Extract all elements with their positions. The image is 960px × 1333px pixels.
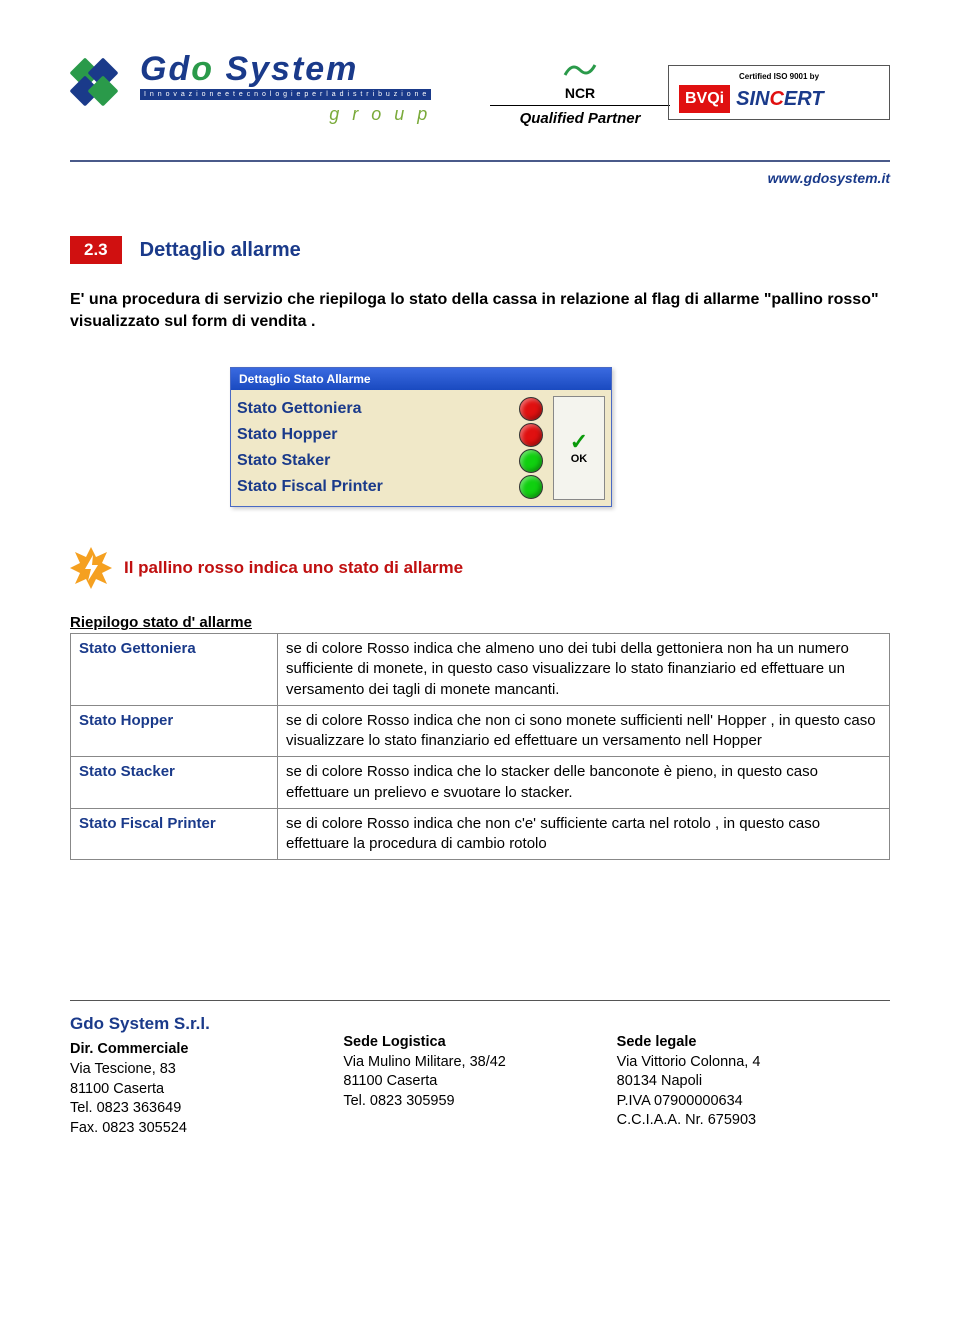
section-header: 2.3 Dettaglio allarme: [70, 236, 890, 264]
footer-col1-heading: Dir. Commerciale: [70, 1040, 343, 1060]
footer-col3-heading: Sede legale: [617, 1033, 890, 1053]
dialog-title: Dettaglio Stato Allarme: [231, 368, 611, 390]
alert-line: Il pallino rosso indica uno stato di all…: [70, 547, 890, 589]
gdo-name: Gdo System: [140, 50, 431, 89]
header-url: www.gdosystem.it: [70, 170, 890, 186]
ncr-label: NCR: [490, 85, 670, 101]
footer-line: C.C.I.A.A. Nr. 675903: [617, 1111, 890, 1131]
intro-paragraph: E' una procedura di servizio che riepilo…: [70, 289, 890, 332]
table-row: Stato Gettonierase di colore Rosso indic…: [71, 634, 890, 706]
check-icon: ✓: [570, 431, 588, 453]
table-row: Stato Hopperse di colore Rosso indica ch…: [71, 705, 890, 757]
status-label: Stato Fiscal Printer: [237, 478, 519, 496]
gdo-tagline: I n n o v a z i o n e e t e c n o l o g …: [140, 89, 431, 100]
gdo-group: g r o u p: [140, 100, 431, 125]
sincert-logo: SINCERT: [736, 88, 823, 111]
alert-text: Il pallino rosso indica uno stato di all…: [124, 558, 463, 578]
footer-line: 81100 Caserta: [343, 1072, 616, 1092]
footer-line: Tel. 0823 305959: [343, 1092, 616, 1112]
section-title: Dettaglio allarme: [140, 239, 301, 262]
footer-line: Via Tescione, 83: [70, 1060, 343, 1080]
status-row: Stato Gettoniera: [237, 396, 543, 422]
state-description: se di colore Rosso indica che lo stacker…: [278, 757, 890, 809]
gdo-mark-icon: [70, 58, 130, 118]
state-description: se di colore Rosso indica che non c'e' s…: [278, 808, 890, 860]
footer-line: Fax. 0823 305524: [70, 1119, 343, 1139]
ncr-swirl-icon: [560, 60, 600, 80]
footer-line: Via Vittorio Colonna, 4: [617, 1053, 890, 1073]
status-led-icon: [519, 449, 543, 473]
status-label: Stato Staker: [237, 452, 519, 470]
ok-button[interactable]: ✓ OK: [553, 396, 605, 500]
bvqi-logo: BVQi: [679, 85, 730, 113]
state-name: Stato Gettoniera: [71, 634, 278, 706]
footer-col2-heading: Sede Logistica: [343, 1033, 616, 1053]
footer: Gdo System S.r.l. Dir. Commerciale Via T…: [70, 1013, 890, 1138]
status-row: Stato Fiscal Printer: [237, 474, 543, 500]
footer-line: 80134 Napoli: [617, 1072, 890, 1092]
status-label: Stato Gettoniera: [237, 400, 519, 418]
state-description: se di colore Rosso indica che almeno uno…: [278, 634, 890, 706]
document-header: Gdo System I n n o v a z i o n e e t e c…: [70, 50, 890, 162]
status-row: Stato Staker: [237, 448, 543, 474]
gdo-logo: Gdo System I n n o v a z i o n e e t e c…: [70, 50, 431, 125]
states-table: Stato Gettonierase di colore Rosso indic…: [70, 633, 890, 860]
status-led-icon: [519, 475, 543, 499]
ncr-partner-block: NCR Qualified Partner: [490, 60, 670, 127]
section-number: 2.3: [70, 236, 122, 264]
state-name: Stato Fiscal Printer: [71, 808, 278, 860]
state-name: Stato Hopper: [71, 705, 278, 757]
footer-line: Tel. 0823 363649: [70, 1099, 343, 1119]
status-led-icon: [519, 397, 543, 421]
footer-rule: [70, 1000, 890, 1001]
table-row: Stato Fiscal Printerse di colore Rosso i…: [71, 808, 890, 860]
footer-line: P.IVA 07900000634: [617, 1092, 890, 1112]
state-description: se di colore Rosso indica che non ci son…: [278, 705, 890, 757]
status-label: Stato Hopper: [237, 426, 519, 444]
status-led-icon: [519, 423, 543, 447]
status-dialog: Dettaglio Stato Allarme Stato Gettoniera…: [230, 367, 612, 507]
footer-line: Via Mulino Militare, 38/42: [343, 1053, 616, 1073]
ok-label: OK: [571, 453, 588, 465]
certification-block: Certified ISO 9001 by BVQi SINCERT: [668, 65, 890, 120]
footer-line: 81100 Caserta: [70, 1080, 343, 1100]
table-row: Stato Stackerse di colore Rosso indica c…: [71, 757, 890, 809]
state-name: Stato Stacker: [71, 757, 278, 809]
footer-company: Gdo System S.r.l.: [70, 1013, 343, 1036]
alert-burst-icon: [70, 547, 112, 589]
ncr-partner-text: Qualified Partner: [490, 110, 670, 127]
cert-title: Certified ISO 9001 by: [679, 72, 879, 81]
riepilogo-heading: Riepilogo stato d' allarme: [70, 614, 890, 631]
status-row: Stato Hopper: [237, 422, 543, 448]
